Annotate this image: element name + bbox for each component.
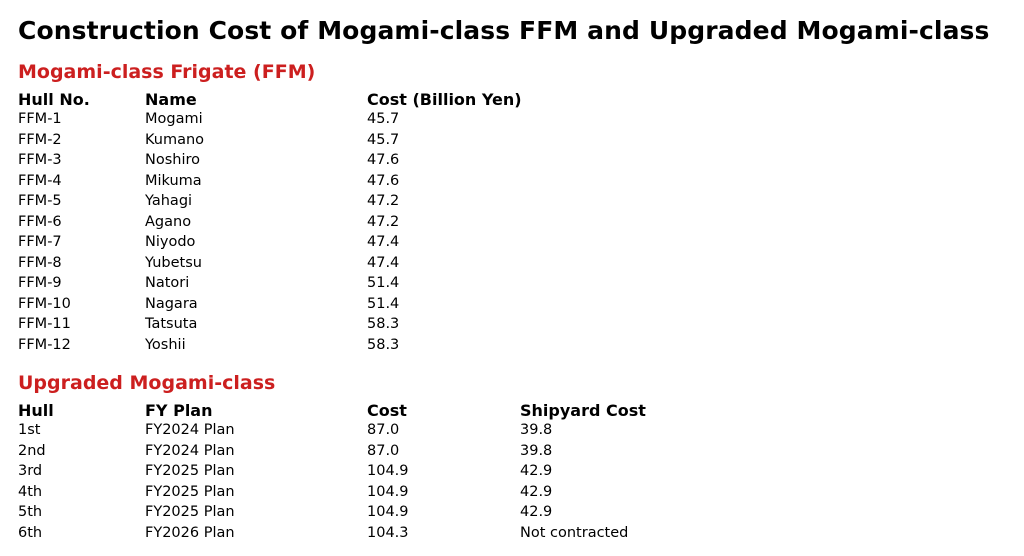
cost-cell: 87.0 [367, 422, 400, 438]
hull-no-cell: FFM-5 [18, 193, 62, 209]
page-title: Construction Cost of Mogami-class FFM an… [18, 16, 990, 45]
cost-cell: 47.4 [367, 254, 400, 271]
hull-no-cell: FFM-6 [18, 213, 62, 230]
name-cell: Noshiro [145, 152, 201, 168]
cost-cell: 51.4 [367, 275, 400, 291]
name-cell: Natori [145, 275, 190, 291]
fy-plan-cell: FY2026 Plan [145, 524, 235, 541]
cost-cell: 47.4 [367, 234, 400, 250]
hull-cell: 6th [18, 524, 43, 541]
cost-cell: 104.3 [367, 524, 409, 541]
fy-plan-cell: FY2024 Plan [145, 442, 235, 459]
name-cell: Yahagi [145, 193, 193, 209]
name-cell: Yubetsu [145, 254, 202, 271]
name-cell: Mikuma [145, 172, 202, 189]
name-cell: Tatsuta [145, 316, 198, 332]
shipyard-cost-cell: Not contracted [520, 524, 629, 541]
shipyard-cost-cell: 39.8 [520, 422, 553, 438]
fy-plan-cell: FY2025 Plan [145, 483, 235, 500]
shipyard-cost-cell: 42.9 [520, 463, 553, 479]
cost-cell: 45.7 [367, 131, 400, 148]
section-heading-mogami-ffm: Mogami-class Frigate (FFM) [18, 61, 316, 83]
column-header-shipyard-cost: Shipyard Cost [520, 401, 646, 420]
hull-no-cell: FFM-11 [18, 316, 71, 332]
column-header-name: Name [145, 90, 197, 109]
cost-cell: 58.3 [367, 316, 400, 332]
cost-cell: 104.9 [367, 504, 409, 520]
fy-plan-cell: FY2024 Plan [145, 422, 235, 438]
fy-plan-cell: FY2025 Plan [145, 463, 235, 479]
fy-plan-cell: FY2025 Plan [145, 504, 235, 520]
cost-cell: 104.9 [367, 463, 409, 479]
section-heading-upgraded-mogami: Upgraded Mogami-class [18, 372, 276, 394]
column-header-hull: Hull [18, 401, 54, 420]
shipyard-cost-cell: 42.9 [520, 504, 553, 520]
column-header-cost: Cost [367, 401, 407, 420]
hull-no-cell: FFM-7 [18, 234, 62, 250]
hull-no-cell: FFM-3 [18, 152, 62, 168]
hull-cell: 5th [18, 504, 43, 520]
hull-no-cell: FFM-12 [18, 336, 71, 353]
name-cell: Yoshii [145, 336, 186, 353]
cost-cell: 51.4 [367, 295, 400, 312]
hull-no-cell: FFM-8 [18, 254, 62, 271]
hull-no-cell: FFM-1 [18, 111, 62, 127]
cost-cell: 45.7 [367, 111, 400, 127]
name-cell: Mogami [145, 111, 203, 127]
column-header-fy-plan: FY Plan [145, 401, 213, 420]
hull-cell: 4th [18, 483, 43, 500]
hull-cell: 1st [18, 422, 41, 438]
name-cell: Nagara [145, 295, 198, 312]
column-header-hull-no: Hull No. [18, 90, 90, 109]
shipyard-cost-cell: 42.9 [520, 483, 553, 500]
name-cell: Agano [145, 213, 192, 230]
column-header-cost: Cost (Billion Yen) [367, 90, 522, 109]
hull-no-cell: FFM-4 [18, 172, 62, 189]
hull-no-cell: FFM-9 [18, 275, 62, 291]
name-cell: Niyodo [145, 234, 196, 250]
cost-cell: 47.2 [367, 193, 400, 209]
hull-no-cell: FFM-2 [18, 131, 62, 148]
cost-cell: 47.6 [367, 172, 400, 189]
name-cell: Kumano [145, 131, 205, 148]
cost-cell: 58.3 [367, 336, 400, 353]
hull-no-cell: FFM-10 [18, 295, 71, 312]
cost-cell: 87.0 [367, 442, 400, 459]
hull-cell: 2nd [18, 442, 46, 459]
cost-cell: 47.2 [367, 213, 400, 230]
hull-cell: 3rd [18, 463, 43, 479]
shipyard-cost-cell: 39.8 [520, 442, 553, 459]
cost-cell: 47.6 [367, 152, 400, 168]
cost-cell: 104.9 [367, 483, 409, 500]
